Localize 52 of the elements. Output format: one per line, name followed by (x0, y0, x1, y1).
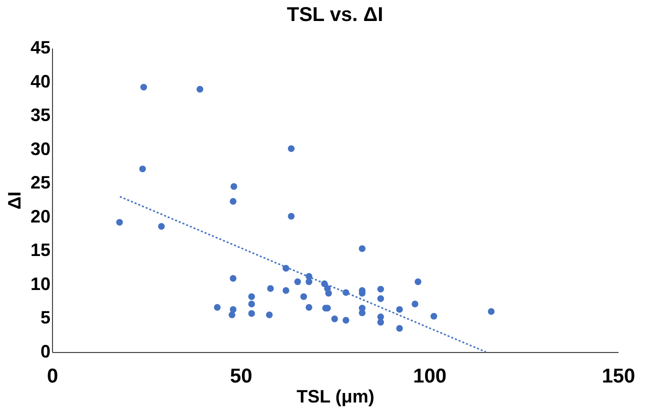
point (300, 293, 308, 300)
point (325, 290, 332, 297)
point (116, 218, 123, 226)
y-tick-label: 30 (30, 138, 50, 159)
point (248, 293, 255, 300)
point (288, 145, 295, 152)
point (377, 318, 384, 326)
point (488, 308, 495, 315)
point (266, 311, 273, 318)
x-axis-title: TSL (μm) (296, 386, 374, 406)
point (230, 183, 238, 190)
point (267, 285, 274, 292)
x-tick-label: 50 (230, 366, 252, 388)
chart-title: TSL vs. ΔI (286, 4, 384, 26)
point (377, 286, 384, 293)
y-axis-title: ΔI (4, 192, 24, 210)
point (331, 316, 338, 322)
point (288, 212, 295, 220)
point (248, 310, 255, 317)
point (140, 84, 148, 91)
point (230, 306, 236, 313)
y-tick-label: 20 (30, 206, 50, 226)
point (306, 304, 312, 311)
point (230, 275, 236, 282)
y-tick-label: 5 (40, 308, 50, 328)
point (230, 198, 236, 205)
point (430, 312, 438, 320)
x-tick-label: 100 (413, 366, 447, 388)
y-tick-label: 40 (30, 71, 50, 92)
point (377, 295, 384, 302)
y-tick-label: 25 (30, 172, 50, 193)
point (358, 245, 366, 252)
y-tick-label: 10 (30, 274, 50, 294)
point (306, 278, 312, 286)
y-tick-label: 45 (30, 38, 50, 58)
point (139, 166, 146, 172)
y-tick-label: 0 (40, 342, 50, 362)
point (396, 325, 403, 332)
point (414, 278, 422, 286)
point (412, 300, 418, 308)
y-tick-label: 35 (30, 105, 50, 126)
x-tick-label: 150 (602, 366, 636, 388)
point (248, 300, 255, 308)
point (196, 86, 204, 93)
point (228, 311, 236, 318)
point (396, 306, 403, 313)
point (158, 223, 165, 230)
point (282, 287, 290, 294)
y-tick-label: 15 (30, 240, 50, 260)
point (342, 316, 350, 324)
point (214, 304, 221, 311)
point (294, 278, 301, 286)
